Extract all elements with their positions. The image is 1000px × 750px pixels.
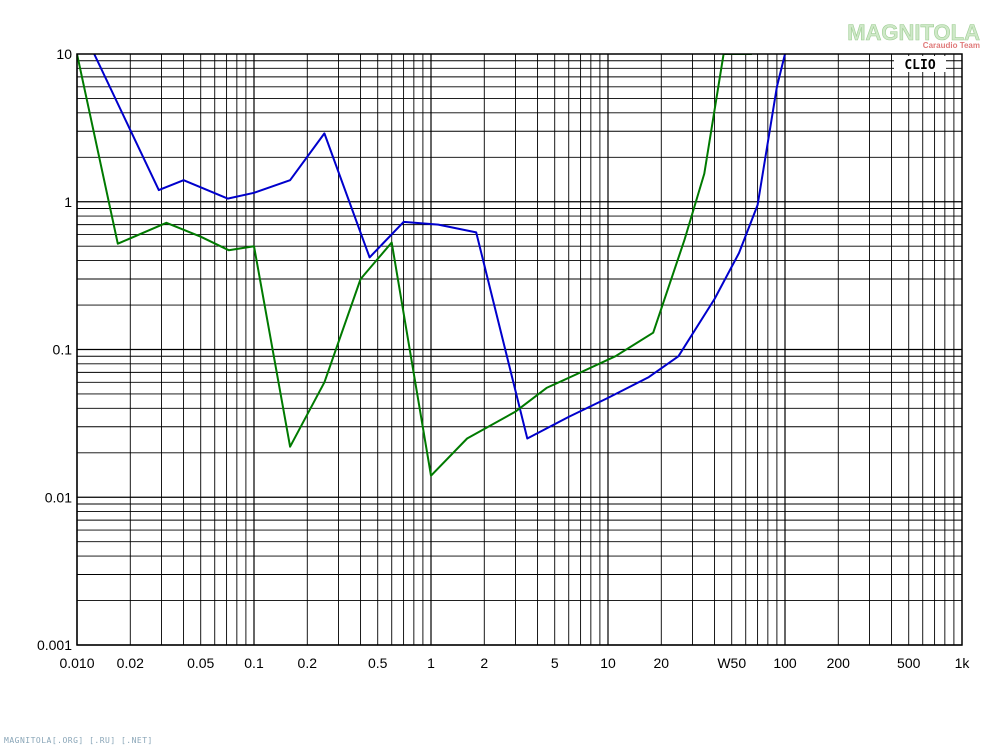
y-tick-label: 0.001 [37,637,72,653]
x-tick-label: W50 [717,655,746,671]
x-tick-label: 20 [653,655,669,671]
clio-badge-text: CLIO [904,58,935,73]
x-tick-label: 5 [551,655,559,671]
series-line-1 [93,54,786,440]
x-axis-tick-labels: 0.010 0.02 0.05 0.1 0.2 0.5 1 2 5 10 20 W50 100 200 50… [59,655,970,671]
x-tick-label: 100 [773,655,797,671]
y-tick-label: 10 [56,46,72,62]
footer-watermark: MAGNITOLA[.ORG] [.RU] [.NET] [4,736,153,745]
x-tick-label: 0.2 [298,655,318,671]
series-line-2 [77,54,752,477]
x-tick-label: 0.1 [244,655,264,671]
plot-frame [76,53,963,646]
logo-subtitle: Caraudio Team [923,41,980,50]
x-tick-label: 1 [427,655,435,671]
x-tick-label: 1k [955,655,971,671]
grid [76,54,962,646]
magnitola-logo: MAGNITOLA Caraudio Team [847,20,981,50]
y-tick-label: 0.01 [45,489,72,505]
y-axis-tick-labels: 10 1 0.1 0.01 0.001 [37,46,72,653]
x-tick-label: 10 [600,655,616,671]
x-tick-label: 0.05 [187,655,214,671]
series-layer [77,54,786,477]
clio-badge: CLIO [894,56,946,73]
x-tick-label: 2 [480,655,488,671]
y-tick-label: 1 [64,194,72,210]
x-tick-label: 0.02 [117,655,144,671]
x-tick-label: 0.010 [59,655,94,671]
x-tick-label: 200 [827,655,851,671]
logo-text: MAGNITOLA [847,20,980,45]
x-tick-label: 0.5 [368,655,388,671]
y-tick-label: 0.1 [53,342,73,358]
x-tick-label: 500 [897,655,921,671]
